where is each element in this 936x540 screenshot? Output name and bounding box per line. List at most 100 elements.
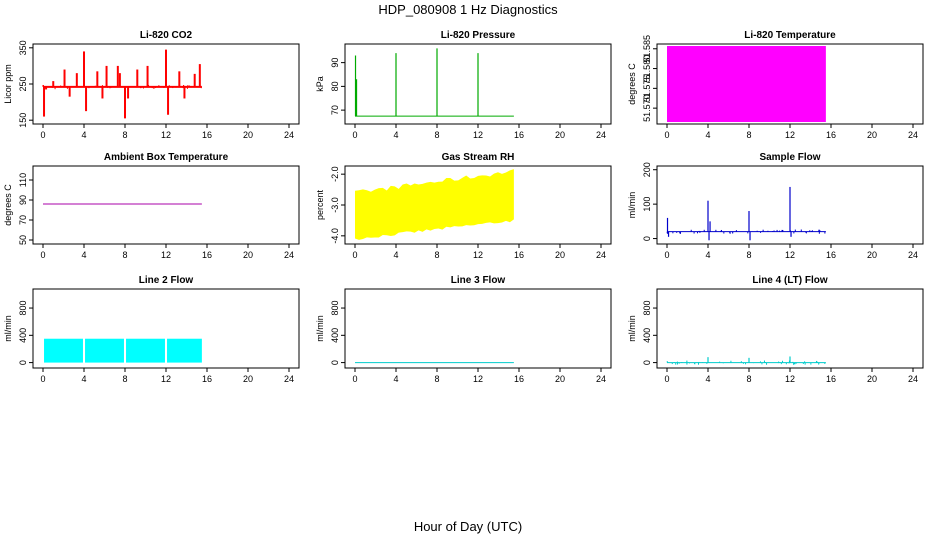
y-axis: 50 70 90 110	[18, 173, 33, 245]
y-tick-label: 90	[330, 58, 340, 68]
x-tick-label: 20	[555, 374, 565, 384]
x-tick-label: 16	[826, 250, 836, 260]
x-tick-label: 12	[161, 250, 171, 260]
y-tick-label: 0	[18, 360, 28, 365]
x-tick-label: 20	[867, 130, 877, 140]
data-marks	[42, 49, 202, 119]
y-tick-label: 350	[18, 40, 28, 55]
y-tick-label: 51.570	[642, 94, 652, 122]
x-axis: 0 4 8 12 16 20 24	[352, 368, 606, 384]
x-tick-label: 24	[596, 250, 606, 260]
x-tick-label: 4	[705, 374, 710, 384]
y-tick-label: 70	[18, 215, 28, 225]
x-tick-label: 20	[555, 250, 565, 260]
x-tick-label: 8	[122, 130, 127, 140]
x-tick-label: 0	[664, 374, 669, 384]
x-tick-label: 8	[434, 250, 439, 260]
panel-frame	[32, 165, 300, 245]
y-tick-label: 0	[642, 236, 652, 241]
flow-segment	[167, 338, 202, 363]
x-tick-label: 16	[514, 250, 524, 260]
y-tick-label: -3.0	[330, 197, 340, 213]
panel-p3: Li-820 Temperature 0 4 8 12 16 20 24 51.57051.57…	[627, 30, 924, 140]
x-tick-label: 16	[202, 374, 212, 384]
x-axis: 0 4 8 12 16 20 24	[40, 368, 294, 384]
data-marks	[44, 338, 202, 363]
x-tick-label: 8	[434, 130, 439, 140]
y-axis: 0 400 800	[330, 301, 345, 365]
y-axis-label: ml/min	[627, 315, 637, 342]
panel-title: Li-820 Pressure	[441, 30, 516, 41]
x-axis: 0 4 8 12 16 20 24	[40, 124, 294, 140]
y-tick-label: 51.575	[642, 75, 652, 103]
x-tick-label: 0	[40, 130, 45, 140]
x-tick-label: 12	[785, 374, 795, 384]
x-tick-label: 12	[473, 130, 483, 140]
x-tick-label: 8	[746, 374, 751, 384]
x-tick-label: 4	[81, 374, 86, 384]
x-tick-label: 16	[826, 374, 836, 384]
x-tick-label: 20	[243, 374, 253, 384]
y-axis-label: kPa	[315, 76, 325, 92]
y-tick-label: 400	[18, 328, 28, 343]
panel-title: Ambient Box Temperature	[104, 152, 229, 163]
y-tick-label: 100	[642, 197, 652, 212]
x-tick-label: 20	[243, 130, 253, 140]
y-axis: 150 250 350	[18, 40, 33, 128]
data-marks	[355, 169, 514, 240]
y-tick-label: 400	[330, 328, 340, 343]
x-tick-label: 20	[555, 130, 565, 140]
y-tick-label: 250	[18, 76, 28, 91]
x-tick-label: 4	[705, 130, 710, 140]
x-axis: 0 4 8 12 16 20 24	[664, 124, 918, 140]
y-axis: -4.0 -3.0 -2.0	[330, 166, 345, 244]
x-tick-label: 20	[243, 250, 253, 260]
data-marks	[667, 46, 826, 122]
x-axis: 0 4 8 12 16 20 24	[664, 368, 918, 384]
x-tick-label: 0	[664, 130, 669, 140]
x-tick-label: 8	[434, 374, 439, 384]
y-axis-label: degrees C	[3, 184, 13, 226]
y-axis-label: percent	[315, 189, 325, 220]
y-axis: 0 400 800	[642, 301, 657, 365]
panel-p8: Line 3 Flow 0 4 8 12 16 20 24 0 400 800 ml/min	[315, 275, 612, 384]
x-tick-label: 12	[785, 130, 795, 140]
x-tick-label: 8	[122, 374, 127, 384]
x-tick-label: 0	[352, 250, 357, 260]
y-tick-label: 800	[18, 301, 28, 316]
x-axis-label: Hour of Day (UTC)	[414, 519, 522, 534]
x-tick-label: 4	[81, 130, 86, 140]
y-tick-label: 0	[642, 360, 652, 365]
x-axis: 0 4 8 12 16 20 24	[352, 244, 606, 260]
y-tick-label: -2.0	[330, 166, 340, 182]
x-tick-label: 0	[664, 250, 669, 260]
x-tick-label: 24	[284, 130, 294, 140]
flow-segment	[126, 338, 165, 363]
x-tick-label: 24	[908, 250, 918, 260]
panel-p5: Gas Stream RH 0 4 8 12 16 20 24 -4.0 -3.0 -2.0 perc…	[315, 152, 612, 260]
x-tick-label: 0	[40, 250, 45, 260]
x-tick-label: 4	[393, 130, 398, 140]
x-tick-label: 20	[867, 250, 877, 260]
panel-title: Line 4 (LT) Flow	[752, 275, 828, 286]
y-axis-label: ml/min	[3, 315, 13, 342]
x-tick-label: 8	[122, 250, 127, 260]
y-tick-label: 150	[18, 113, 28, 128]
panel-title: Line 3 Flow	[451, 275, 506, 286]
x-axis: 0 4 8 12 16 20 24	[352, 124, 606, 140]
panel-title: Li-820 CO2	[140, 30, 193, 41]
y-tick-label: 800	[330, 301, 340, 316]
flow-segment	[44, 338, 83, 363]
y-tick-label: 51.580	[642, 55, 652, 83]
x-tick-label: 0	[352, 374, 357, 384]
panel-p2: Li-820 Pressure 0 4 8 12 16 20 24 70 80 90 kPa	[315, 30, 612, 140]
flow-segment	[85, 338, 124, 363]
y-axis-label: ml/min	[315, 315, 325, 342]
x-tick-label: 24	[596, 130, 606, 140]
y-axis-label: ml/min	[627, 192, 637, 219]
y-axis-label: Licor ppm	[3, 64, 13, 104]
x-tick-label: 24	[596, 374, 606, 384]
y-tick-label: 70	[330, 105, 340, 115]
y-axis: 0 400 800	[18, 301, 33, 365]
